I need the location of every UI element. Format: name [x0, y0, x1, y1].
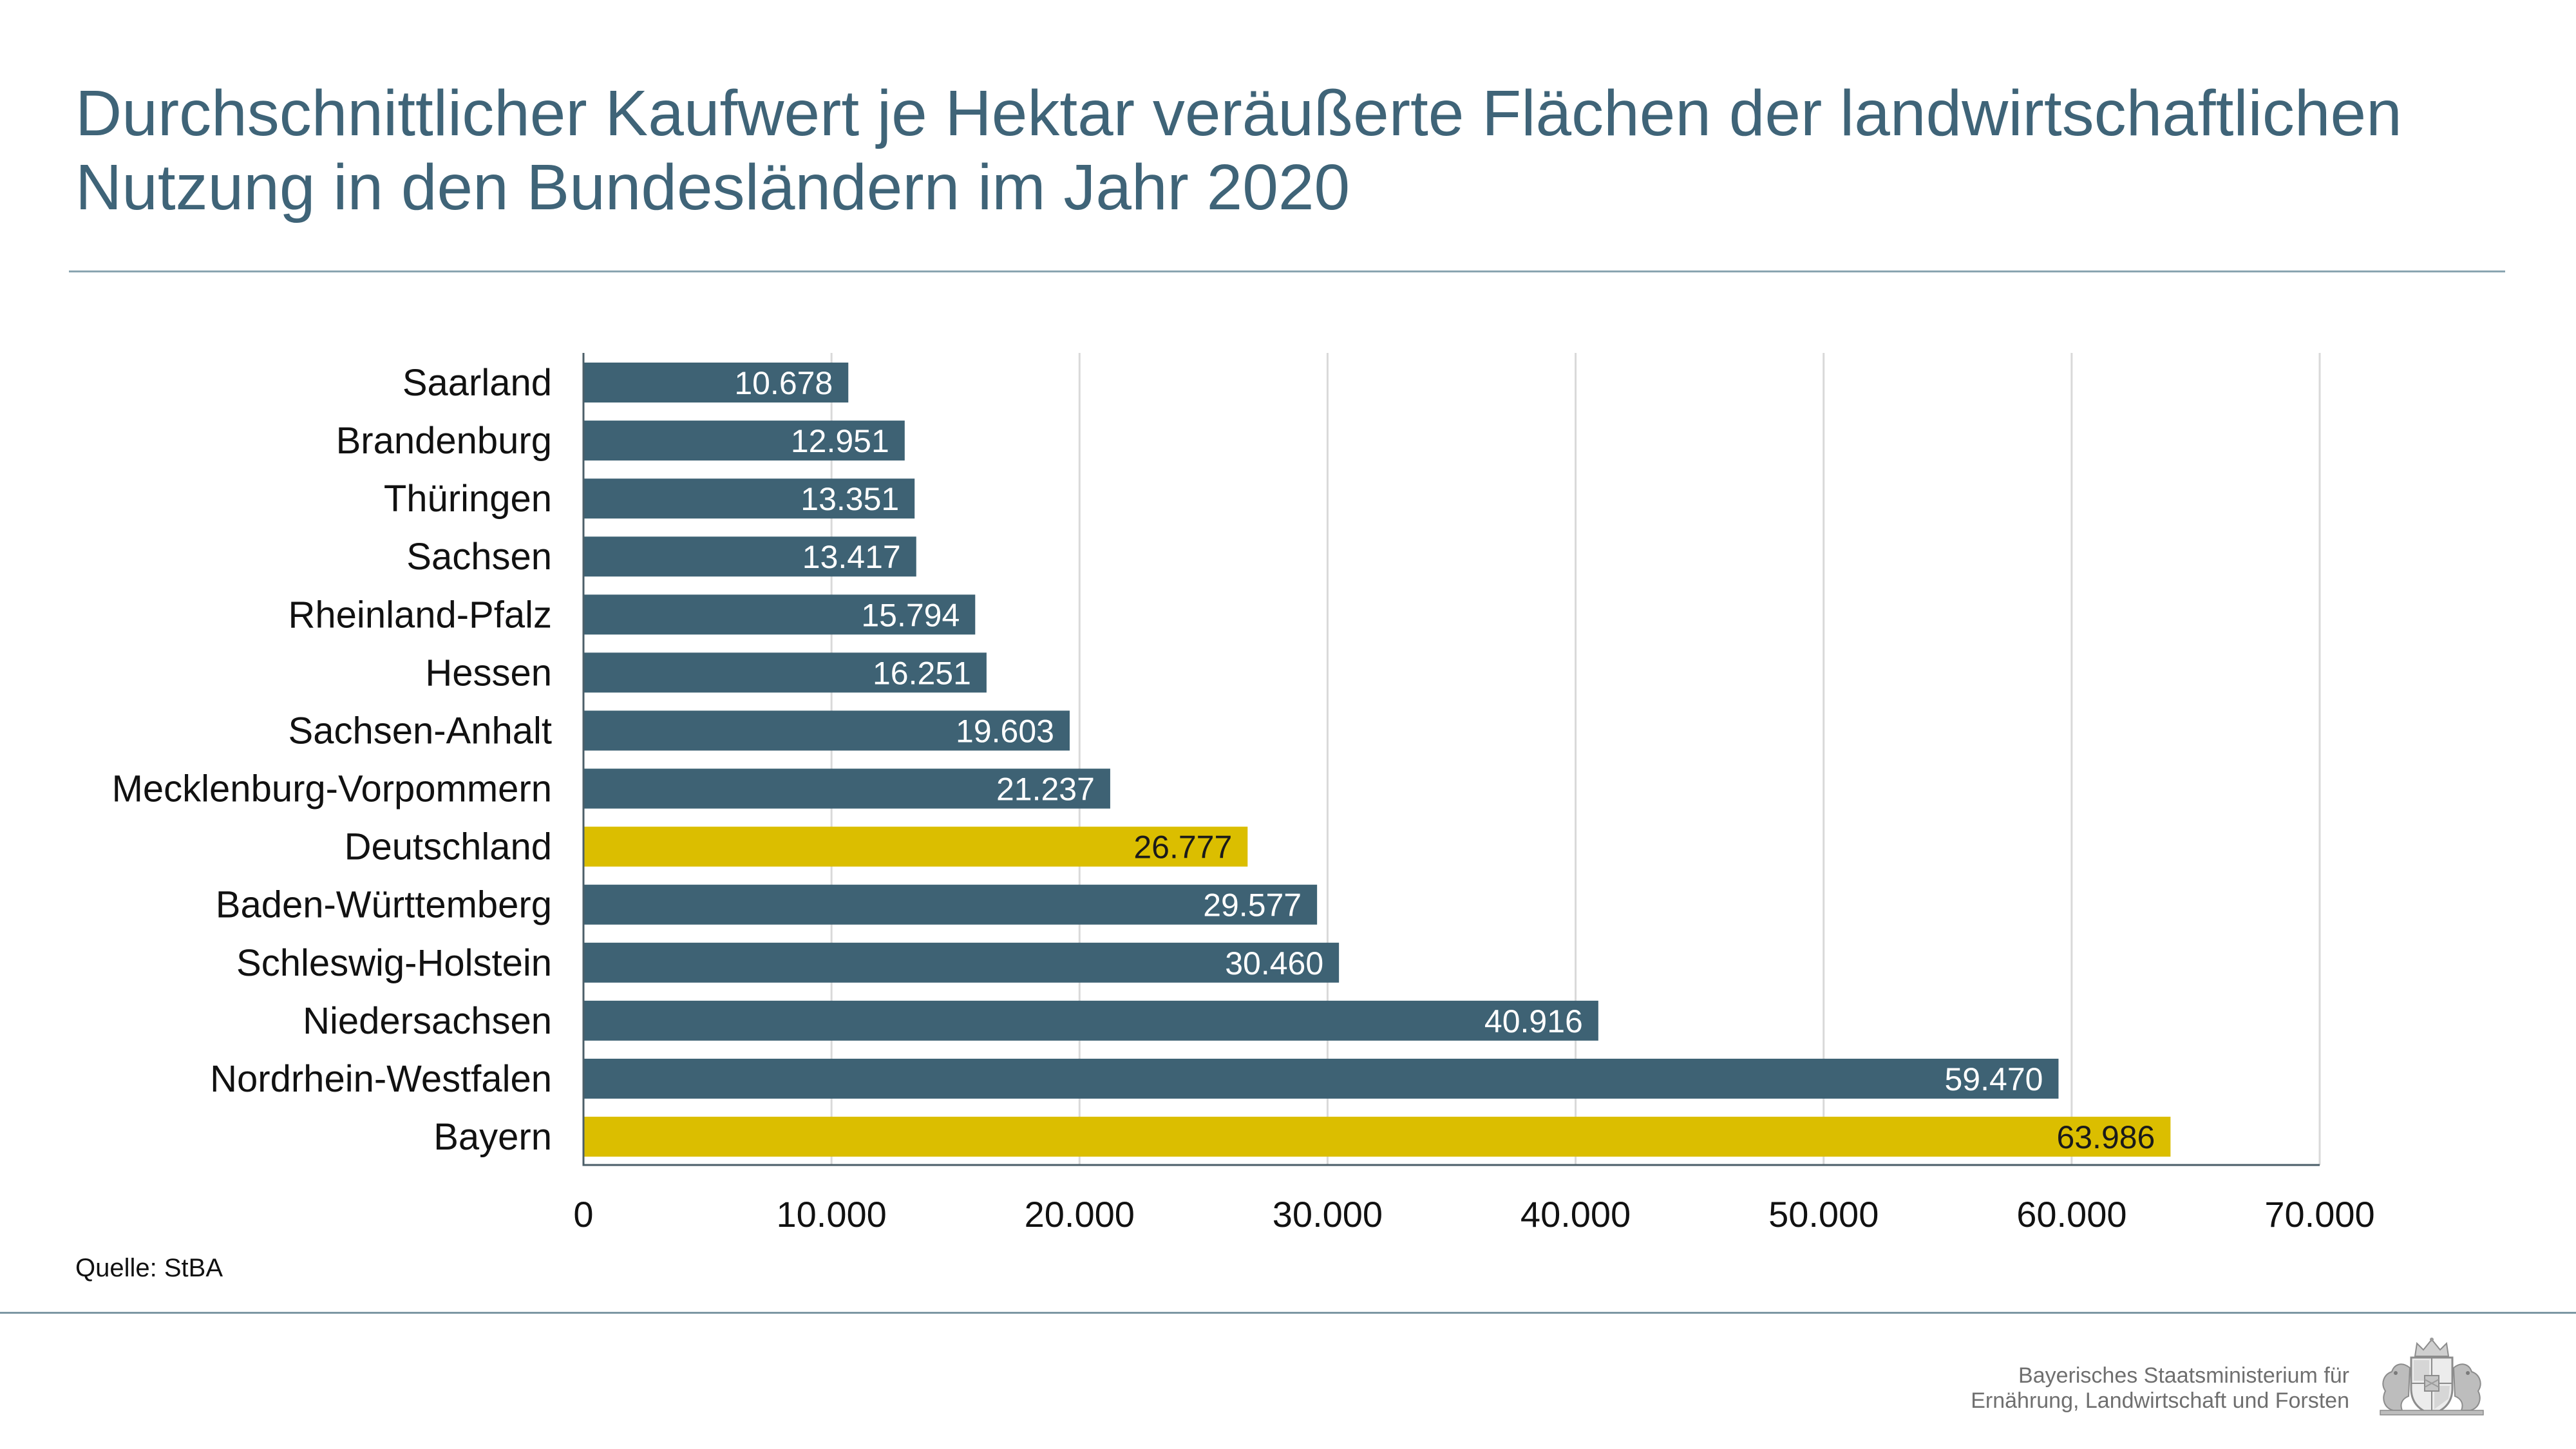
source-note: Quelle: StBA: [75, 1254, 223, 1282]
title-divider: [69, 270, 2505, 272]
value-label: 10.678: [734, 365, 833, 401]
category-label: Rheinland-Pfalz: [289, 594, 552, 636]
value-label: 13.351: [800, 481, 899, 517]
ministry-name: Bayerisches Staatsministerium für Ernähr…: [1971, 1363, 2349, 1414]
bavarian-coat-of-arms-icon: [2380, 1338, 2484, 1416]
category-label: Mecklenburg-Vorpommern: [112, 768, 552, 810]
x-tick-label: 40.000: [1520, 1194, 1631, 1235]
bar-schleswig-holstein: [583, 942, 1340, 983]
ministry-name-line-1: Bayerisches Staatsministerium für: [2018, 1363, 2349, 1388]
category-label: Niedersachsen: [303, 1000, 552, 1042]
category-label: Hessen: [425, 652, 552, 694]
bar-thuringen: [583, 478, 915, 519]
bar-deutschland: [583, 826, 1248, 867]
category-label: Thüringen: [384, 478, 552, 520]
value-label: 12.951: [791, 423, 889, 459]
category-label: Deutschland: [345, 826, 552, 868]
bar-hessen: [583, 652, 987, 693]
category-label: Nordrhein-Westfalen: [210, 1058, 552, 1100]
page-title-line-2: Nutzung in den Bundesländern im Jahr 202…: [75, 151, 1350, 223]
value-label: 13.417: [802, 539, 901, 575]
value-label: 16.251: [873, 655, 971, 691]
bar-sachsen: [583, 536, 916, 577]
bar-niedersachsen: [583, 1000, 1598, 1041]
value-label: 21.237: [996, 772, 1095, 808]
value-label: 63.986: [2056, 1119, 2155, 1155]
bar-mecklenburg-vorpommern: [583, 768, 1110, 809]
value-label: 30.460: [1225, 945, 1323, 981]
x-tick-label: 10.000: [777, 1194, 887, 1235]
bar-baden-wurttemberg: [583, 884, 1318, 925]
value-label: 59.470: [1945, 1061, 2043, 1097]
category-label: Schleswig-Holstein: [236, 942, 552, 984]
ministry-name-line-2: Ernährung, Landwirtschaft und Forsten: [1971, 1388, 2349, 1413]
category-label: Saarland: [402, 362, 552, 404]
x-tick-label: 20.000: [1025, 1194, 1135, 1235]
bar-sachsen-anhalt: [583, 710, 1070, 751]
category-label: Brandenburg: [336, 420, 552, 462]
value-label: 15.794: [861, 597, 960, 633]
page-title-line-1: Durchschnittlicher Kaufwert je Hektar ve…: [75, 77, 2402, 149]
bar-nordrhein-westfalen: [583, 1058, 2059, 1099]
x-tick-label: 30.000: [1273, 1194, 1383, 1235]
page-title: Durchschnittlicher Kaufwert je Hektar ve…: [75, 77, 2402, 225]
value-label: 29.577: [1203, 887, 1302, 923]
category-label: Sachsen-Anhalt: [289, 710, 552, 752]
x-tick-label: 60.000: [2016, 1194, 2126, 1235]
value-label: 26.777: [1133, 829, 1232, 866]
category-label: Bayern: [433, 1116, 552, 1158]
x-tick-label: 50.000: [1768, 1194, 1879, 1235]
bar-bayern: [583, 1117, 2171, 1157]
bar-rheinland-pfalz: [583, 594, 976, 635]
category-label: Baden-Württemberg: [216, 884, 552, 926]
bar-brandenburg: [583, 421, 905, 461]
value-label: 40.916: [1484, 1003, 1583, 1039]
category-label: Sachsen: [406, 536, 552, 578]
footer-divider: [0, 1312, 2576, 1314]
bar-chart: 0 10.000 20.000 30.000 40.000 50.000 60.000 70.…: [112, 353, 2375, 1235]
x-tick-label: 70.000: [2264, 1194, 2374, 1235]
bar-saarland: [583, 363, 849, 402]
value-label: 19.603: [956, 713, 1054, 749]
x-tick-label: 0: [573, 1194, 593, 1235]
